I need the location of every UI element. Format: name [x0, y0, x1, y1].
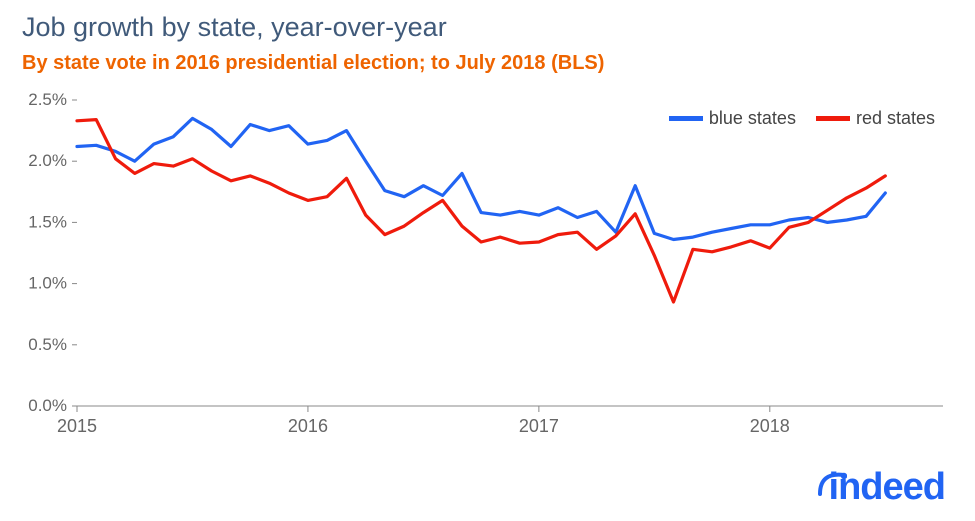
plot-svg: 0.0% 0.5% 1.0% 1.5% 2.0% 2.5% 2015 2016 2017 2018 [22, 90, 953, 440]
legend: blue states red states [669, 108, 935, 129]
svg-text:1.0%: 1.0% [28, 274, 67, 293]
svg-text:2018: 2018 [750, 416, 790, 436]
legend-item-red: red states [816, 108, 935, 129]
legend-swatch-blue [669, 116, 703, 121]
legend-label-blue: blue states [709, 108, 796, 129]
svg-text:1.5%: 1.5% [28, 212, 67, 231]
legend-swatch-red [816, 116, 850, 121]
svg-text:2016: 2016 [288, 416, 328, 436]
svg-text:2.0%: 2.0% [28, 151, 67, 170]
chart-subtitle: By state vote in 2016 presidential elect… [22, 52, 604, 75]
svg-text:2.5%: 2.5% [28, 90, 67, 109]
svg-text:0.0%: 0.0% [28, 396, 67, 415]
plot-area: 0.0% 0.5% 1.0% 1.5% 2.0% 2.5% 2015 2016 2017 2018 [22, 90, 953, 440]
chart-container: Job growth by state, year-over-year By s… [0, 0, 975, 521]
indeed-logo: indeed [829, 466, 945, 509]
chart-title: Job growth by state, year-over-year [22, 12, 447, 43]
legend-label-red: red states [856, 108, 935, 129]
svg-text:2015: 2015 [57, 416, 97, 436]
svg-text:0.5%: 0.5% [28, 335, 67, 354]
legend-item-blue: blue states [669, 108, 796, 129]
indeed-logo-arc-icon [817, 470, 847, 500]
svg-text:2017: 2017 [519, 416, 559, 436]
